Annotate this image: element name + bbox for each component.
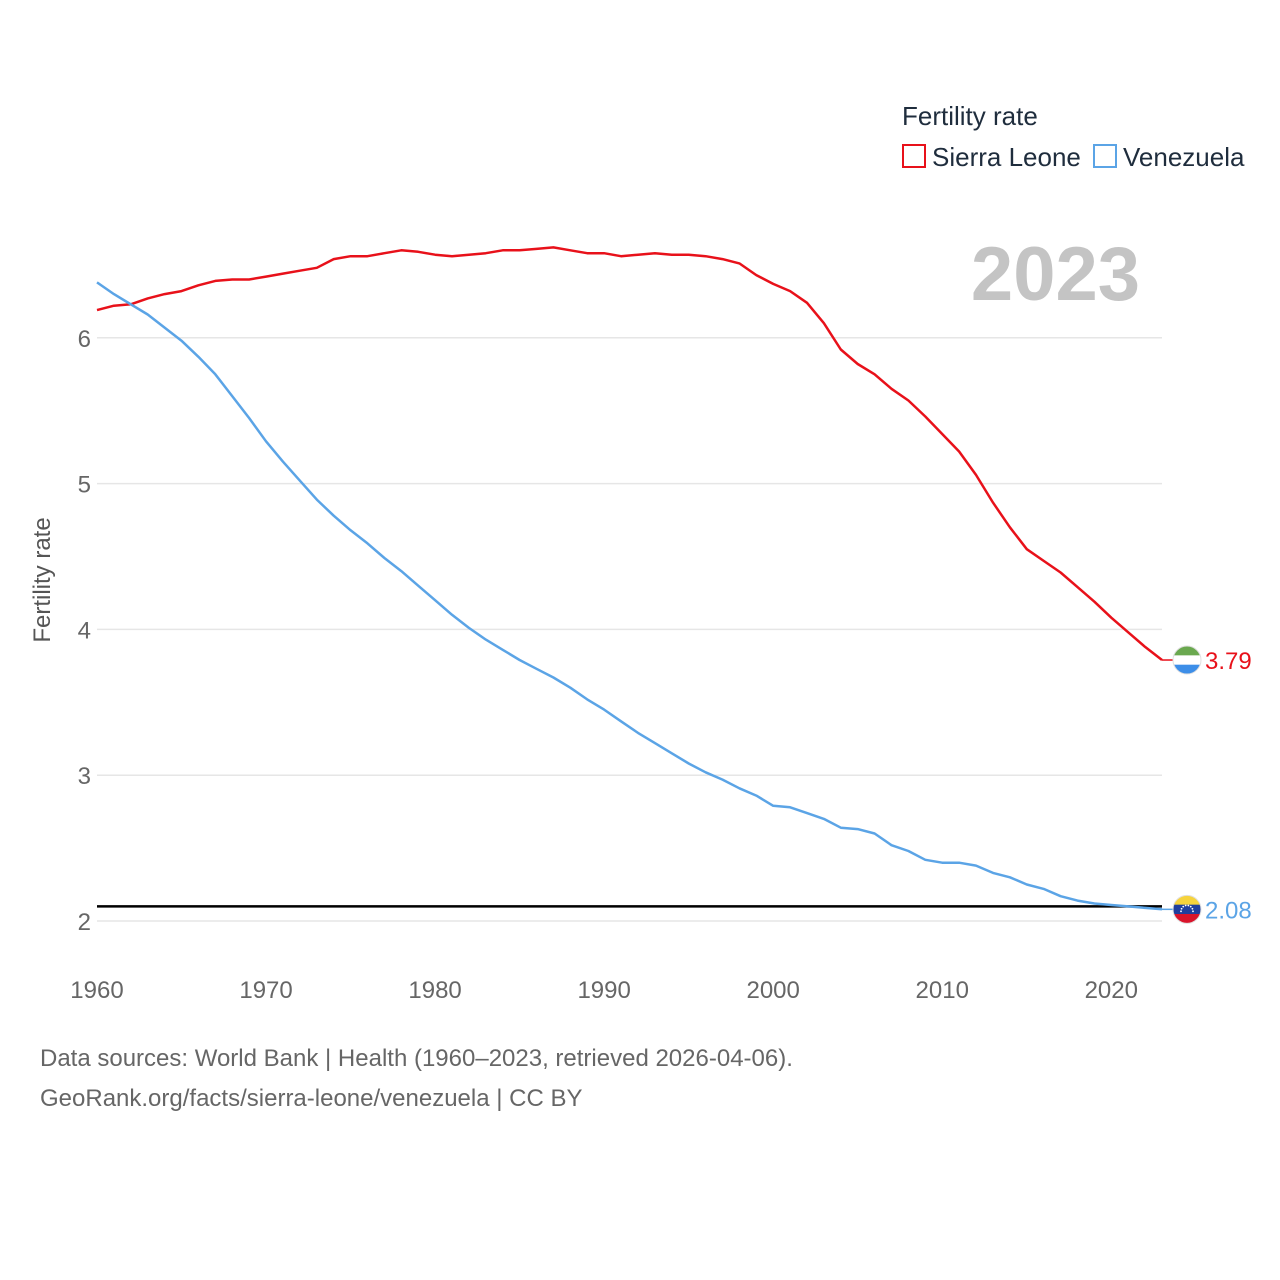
legend-label-venezuela[interactable]: Venezuela	[1123, 142, 1245, 172]
y-axis-ticks: 2 3 4 5 6	[78, 326, 91, 936]
y-tick-label: 3	[78, 763, 91, 790]
x-tick-label: 1960	[70, 977, 123, 1004]
x-tick-label: 1980	[408, 977, 461, 1004]
x-axis-ticks: 1960 1970 1980 1990 2000 2010 2020	[70, 977, 1138, 1004]
end-value-venezuela: 2.08	[1205, 897, 1252, 924]
y-tick-label: 2	[78, 909, 91, 936]
series-line-sierra-leone[interactable]	[96, 246, 1163, 661]
gridlines	[97, 337, 1162, 922]
year-label: 2023	[971, 232, 1140, 317]
legend: Fertility rate Sierra Leone Venezuela	[902, 101, 1245, 172]
y-tick-label: 6	[78, 326, 91, 353]
end-value-sierra-leone: 3.79	[1205, 648, 1252, 675]
end-markers: 3.79 2.08	[1162, 645, 1252, 924]
y-tick-label: 4	[78, 617, 91, 644]
x-tick-label: 1970	[239, 977, 292, 1004]
legend-title: Fertility rate	[902, 101, 1038, 131]
y-tick-label: 5	[78, 472, 91, 499]
sierra-leone-flag-icon	[1172, 645, 1202, 675]
series-line-venezuela[interactable]	[96, 281, 1163, 911]
y-axis-title: Fertility rate	[29, 517, 56, 642]
footer-sources: Data sources: World Bank | Health (1960–…	[40, 1045, 793, 1072]
legend-label-sierra-leone[interactable]: Sierra Leone	[932, 142, 1081, 172]
venezuela-flag-icon	[1172, 894, 1202, 924]
series-lines	[96, 246, 1163, 911]
footer-attribution: GeoRank.org/facts/sierra-leone/venezuela…	[40, 1085, 583, 1112]
x-tick-label: 2020	[1085, 977, 1138, 1004]
x-tick-label: 2010	[916, 977, 969, 1004]
x-tick-label: 1990	[577, 977, 630, 1004]
legend-swatch-sierra-leone[interactable]	[902, 144, 926, 168]
x-tick-label: 2000	[746, 977, 799, 1004]
legend-swatch-venezuela[interactable]	[1093, 144, 1117, 168]
